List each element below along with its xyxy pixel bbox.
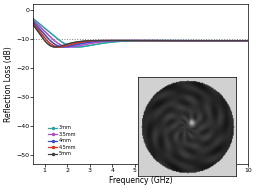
5mm [69, 42, 72, 44]
Line: 4.5mm: 4.5mm [33, 23, 248, 47]
Y-axis label: Reflection Loss (dB): Reflection Loss (dB) [4, 46, 13, 122]
3.5mm [247, 40, 250, 42]
3.5mm [68, 46, 71, 48]
3mm [123, 40, 126, 42]
3.5mm [69, 46, 72, 48]
3.5mm [32, 19, 35, 21]
4.5mm [32, 22, 35, 25]
4mm [219, 40, 222, 42]
3mm [56, 38, 59, 40]
Line: 3.5mm: 3.5mm [33, 20, 248, 47]
5mm [219, 40, 222, 42]
5mm [54, 46, 57, 48]
3mm [32, 18, 35, 20]
4.5mm [123, 39, 126, 42]
4mm [32, 21, 35, 23]
5mm [32, 24, 35, 26]
4.5mm [247, 40, 250, 42]
3mm [219, 40, 222, 42]
3mm [76, 46, 79, 48]
3mm [114, 41, 117, 43]
3mm [69, 45, 72, 47]
3.5mm [56, 42, 59, 44]
3mm [242, 40, 245, 42]
4mm [123, 39, 126, 42]
3.5mm [242, 40, 245, 42]
4.5mm [69, 43, 72, 46]
5mm [242, 40, 245, 42]
4mm [56, 45, 59, 47]
3.5mm [114, 40, 117, 42]
X-axis label: Frequency (GHz): Frequency (GHz) [109, 176, 172, 185]
Legend: 3mm, 3.5mm, 4mm, 4.5mm, 5mm: 3mm, 3.5mm, 4mm, 4.5mm, 5mm [46, 124, 78, 158]
4.5mm [219, 40, 222, 42]
5mm [114, 39, 117, 42]
4mm [242, 40, 245, 42]
4mm [62, 46, 65, 48]
4mm [69, 45, 72, 47]
4.5mm [242, 40, 245, 42]
5mm [123, 40, 126, 42]
4mm [247, 40, 250, 42]
Line: 5mm: 5mm [33, 25, 248, 47]
4.5mm [58, 46, 61, 48]
4.5mm [56, 46, 59, 48]
4.5mm [114, 39, 117, 42]
Line: 4mm: 4mm [33, 22, 248, 47]
3.5mm [123, 40, 126, 42]
4mm [114, 39, 117, 42]
Line: 3mm: 3mm [33, 19, 248, 47]
3.5mm [219, 40, 222, 42]
5mm [247, 40, 250, 42]
3mm [247, 40, 250, 42]
5mm [56, 46, 59, 48]
